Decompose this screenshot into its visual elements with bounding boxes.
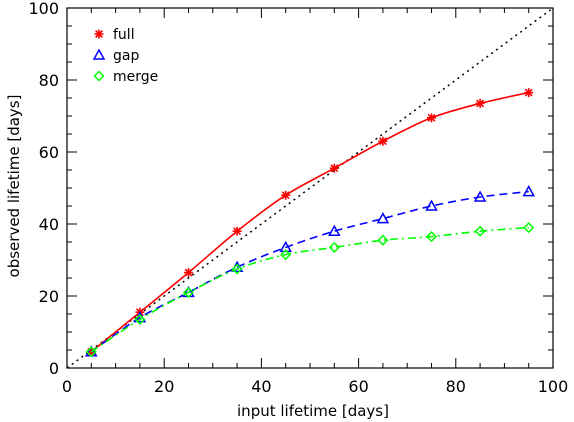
legend: full gap merge — [92, 27, 158, 85]
y-tick-label: 100 — [28, 0, 59, 18]
reference-line — [66, 7, 554, 369]
plot-area — [66, 7, 554, 369]
x-axis-title: input lifetime [days] — [237, 402, 389, 420]
data-point-merge — [377, 234, 389, 246]
data-point-gap — [473, 190, 487, 202]
data-point-gap — [376, 212, 390, 224]
x-tick-label: 0 — [62, 377, 72, 396]
y-tick-label: 60 — [39, 143, 59, 162]
data-point-gap — [522, 185, 535, 197]
data-point-merge — [134, 313, 146, 325]
axes: 0 20 40 60 80 100 0 20 40 60 80 100 — [28, 0, 568, 396]
series-line-full — [90, 91, 529, 353]
data-point-full — [475, 98, 485, 108]
series-line-gap — [90, 190, 529, 353]
legend-label-gap: gap — [113, 48, 139, 64]
legend-marker-full — [94, 29, 104, 39]
y-tick-label: 20 — [39, 287, 59, 306]
x-tick-label: 100 — [538, 377, 569, 396]
data-point-merge — [280, 249, 292, 261]
data-point-merge — [231, 263, 243, 275]
data-point-full — [524, 88, 534, 98]
data-point-full — [427, 113, 436, 123]
data-point-gap — [279, 240, 292, 253]
x-tick-label: 20 — [154, 377, 174, 396]
legend-label-full: full — [113, 27, 135, 43]
data-point-full — [378, 136, 388, 146]
data-point-merge — [425, 231, 438, 243]
legend-marker-merge — [93, 70, 105, 82]
data-point-full — [329, 163, 339, 173]
legend-marker-gap — [92, 48, 106, 60]
x-tick-label: 80 — [446, 377, 466, 396]
data-point-full — [232, 226, 242, 236]
y-axis-title: observed lifetime [days] — [5, 95, 23, 278]
series-line-merge — [90, 226, 529, 353]
data-point-merge — [85, 346, 97, 358]
data-point-merge — [182, 286, 195, 298]
data-point-merge — [474, 225, 486, 237]
data-point-merge — [328, 241, 340, 253]
y-tick-label: 0 — [49, 359, 59, 378]
y-tick-label: 80 — [39, 71, 59, 90]
x-tick-label: 40 — [251, 377, 271, 396]
data-point-merge — [523, 222, 535, 234]
y-tick-label: 40 — [39, 215, 59, 234]
data-point-gap — [328, 224, 341, 236]
data-point-full — [281, 190, 291, 200]
data-point-full — [184, 268, 193, 278]
x-tick-label: 60 — [348, 377, 368, 396]
legend-label-merge: merge — [113, 69, 158, 85]
data-point-gap — [425, 199, 438, 211]
